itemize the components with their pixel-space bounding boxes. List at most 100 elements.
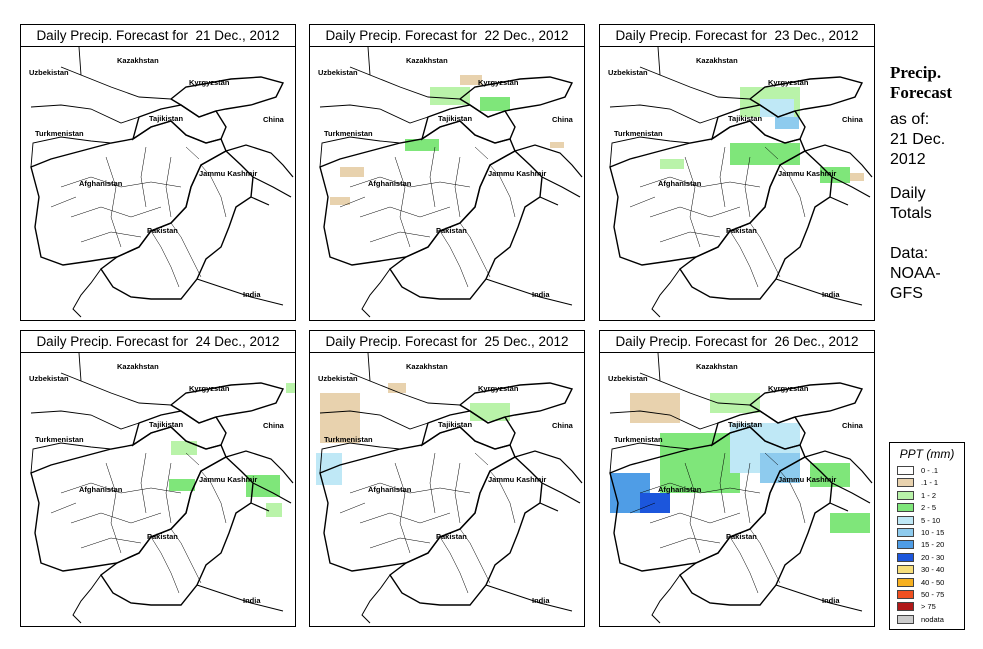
label-jammu-kashmir: Jammu Kashmir [199, 475, 257, 484]
label-kazakhstan: Kazakhstan [406, 362, 448, 371]
sidebar-asof: as of: 21 Dec. 2012 [890, 110, 945, 170]
panel-day-3: Daily Precip. Forecast for 23 Dec., 2012… [599, 24, 875, 321]
panel-title: Daily Precip. Forecast for 22 Dec., 2012 [310, 25, 584, 47]
label-uzbekistan: Uzbekistan [318, 374, 358, 383]
legend-label: 10 - 15 [921, 528, 945, 537]
sidebar-title-line1: Precip. [890, 63, 942, 82]
province-lines [629, 452, 779, 554]
region-map-svg: Kazakhstan Uzbekistan Kyrgyzstan Tajikis… [608, 353, 873, 624]
legend-label: 50 - 75 [921, 590, 945, 599]
precip-cell [660, 433, 740, 493]
tajikistan-border [420, 410, 516, 450]
label-kazakhstan: Kazakhstan [117, 362, 159, 371]
label-tajikistan: Tajikistan [149, 420, 183, 429]
legend-swatch [897, 478, 914, 488]
legend-swatch [897, 515, 914, 525]
label-jammu-kashmir: Jammu Kashmir [778, 475, 836, 484]
precip-cell [850, 173, 864, 181]
river-lines [150, 470, 227, 594]
province-lines [50, 452, 200, 554]
label-turkmenistan: Turkmenistan [324, 435, 373, 444]
panel-title: Daily Precip. Forecast for 23 Dec., 2012 [600, 25, 874, 47]
precip-overlay [660, 87, 864, 183]
label-kyrgyzstan: Kyrgyzstan [189, 78, 230, 87]
legend-swatch [897, 565, 914, 575]
label-tajikistan: Tajikistan [149, 114, 183, 123]
sidebar-daily-line1: Daily [890, 185, 926, 202]
kyrgyzstan-border [748, 76, 864, 118]
legend-label: 30 - 40 [921, 565, 945, 575]
panel-title: Daily Precip. Forecast for 24 Dec., 2012 [21, 331, 295, 353]
precip-cell [830, 513, 870, 533]
kashmir-border [225, 144, 294, 206]
precip-cell [760, 453, 800, 483]
precip-cell [266, 503, 282, 517]
label-india: India [822, 596, 840, 605]
label-jammu-kashmir: Jammu Kashmir [488, 169, 546, 178]
label-india: India [532, 596, 550, 605]
legend-swatch [897, 503, 914, 513]
precip-cell [388, 383, 406, 393]
kyrgyzstan-border [169, 382, 285, 424]
label-india: India [243, 596, 261, 605]
panel-day-4: Daily Precip. Forecast for 24 Dec., 2012… [20, 330, 296, 627]
sidebar-asof-line3: 2012 [890, 151, 926, 168]
label-kyrgyzstan: Kyrgyzstan [478, 78, 519, 87]
map-day-1: Kazakhstan Uzbekistan Kyrgyzstan Tajikis… [21, 47, 295, 320]
afghanistan-border [319, 426, 516, 572]
label-pakistan: Pakistan [726, 226, 757, 235]
map-labels: Kazakhstan Uzbekistan Kyrgyzstan Tajikis… [608, 362, 864, 605]
sidebar-daily: Daily Totals [890, 184, 932, 224]
kashmir-border [225, 450, 294, 512]
panel-title: Daily Precip. Forecast for 25 Dec., 2012 [310, 331, 584, 353]
legend-swatch [897, 466, 914, 475]
precip-cell [550, 142, 564, 148]
legend-row: nodata [897, 614, 961, 625]
province-lines [339, 146, 489, 248]
central-asia-borders [319, 353, 461, 474]
pakistan-border [389, 150, 543, 300]
kashmir-border [514, 450, 583, 512]
label-kazakhstan: Kazakhstan [406, 56, 448, 65]
legend-swatch [897, 614, 914, 624]
legend-swatch [897, 552, 914, 562]
label-turkmenistan: Turkmenistan [35, 435, 84, 444]
river-lines [439, 470, 516, 594]
label-afghanistan: Afghanistan [79, 179, 123, 188]
precip-cell [169, 479, 195, 491]
precip-cell [470, 403, 510, 421]
label-turkmenistan: Turkmenistan [324, 129, 373, 138]
boundaries [30, 353, 294, 624]
legend-swatch [897, 490, 914, 500]
legend-row: 50 - 75 [897, 589, 961, 600]
label-kyrgyzstan: Kyrgyzstan [189, 384, 230, 393]
label-kyrgyzstan: Kyrgyzstan [768, 384, 809, 393]
boundaries [319, 47, 583, 318]
india-border [72, 268, 284, 318]
precip-cell [820, 167, 850, 183]
precip-cell [730, 143, 800, 165]
tajikistan-border [710, 104, 806, 144]
kyrgyzstan-border [169, 76, 285, 118]
kyrgyzstan-border [748, 382, 864, 424]
pakistan-border [679, 150, 833, 300]
label-afghanistan: Afghanistan [368, 485, 412, 494]
river-lines [729, 470, 806, 594]
legend-row: 10 - 15 [897, 527, 961, 538]
afghanistan-border [609, 120, 806, 266]
boundaries [609, 47, 873, 318]
legend-row: > 75 [897, 601, 961, 612]
legend-label: 20 - 30 [921, 552, 945, 562]
legend-label: nodata [921, 614, 944, 624]
province-lines [339, 452, 489, 554]
label-tajikistan: Tajikistan [438, 420, 472, 429]
tajikistan-border [131, 104, 227, 144]
precip-cell [775, 117, 799, 129]
label-afghanistan: Afghanistan [79, 485, 123, 494]
legend-swatch [897, 540, 914, 550]
label-jammu-kashmir: Jammu Kashmir [778, 169, 836, 178]
pakistan-border [389, 456, 543, 606]
label-turkmenistan: Turkmenistan [35, 129, 84, 138]
label-afghanistan: Afghanistan [658, 179, 702, 188]
legend-swatch [897, 602, 914, 612]
